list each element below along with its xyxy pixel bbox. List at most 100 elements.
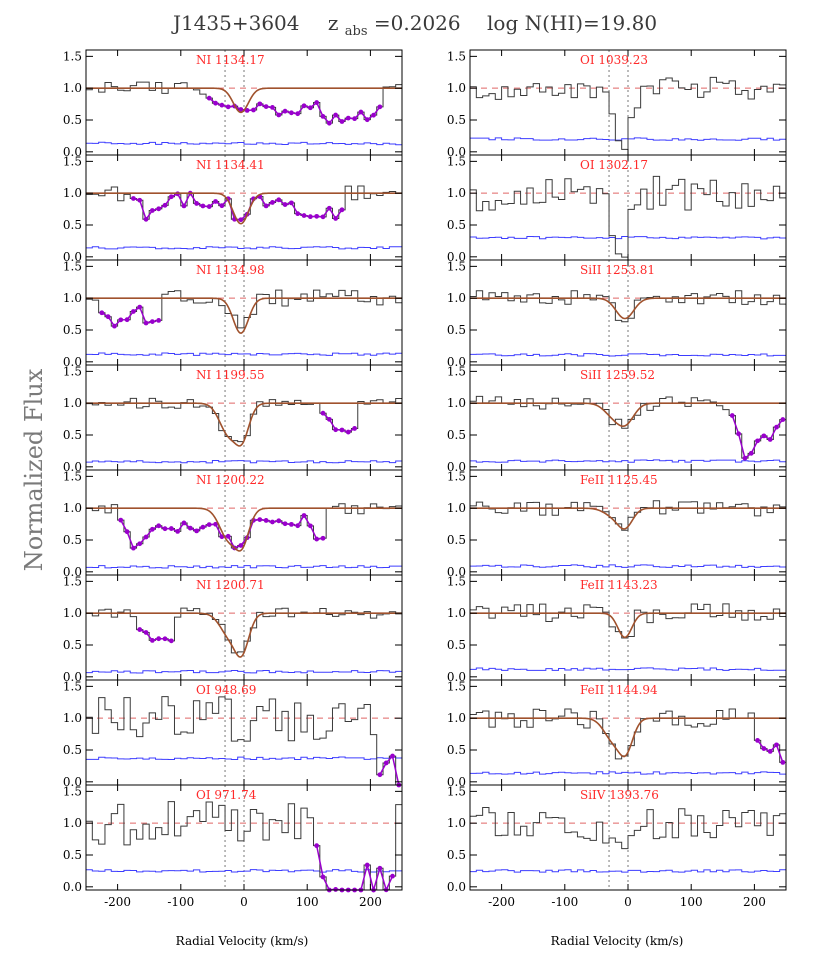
error-spectrum: [86, 352, 402, 356]
y-tick-label: 0.5: [447, 848, 466, 862]
blend-point: [301, 213, 307, 218]
panel-9: 0.0 0.5 1.0 1.5 OI 1302.17: [447, 154, 787, 264]
x-tick-label: -100: [551, 895, 578, 909]
blend-point: [358, 109, 364, 115]
y-tick-label: 1.5: [447, 469, 466, 483]
line-label: FeII 1143.23: [580, 578, 658, 592]
x-axis-title-right: Radial Velocity (km/s): [551, 934, 684, 948]
blend-point: [200, 524, 206, 530]
blend-point: [774, 742, 779, 748]
y-tick-label: 1.0: [447, 501, 466, 515]
flux-spectrum: [470, 175, 786, 258]
blend-point: [225, 104, 231, 110]
blend-point: [748, 450, 754, 456]
blend-point: [333, 887, 339, 892]
error-spectrum: [86, 756, 402, 761]
blend-point: [333, 112, 339, 118]
y-tick-label: 1.5: [63, 679, 82, 693]
blend-point: [314, 100, 320, 105]
y-tick-label: 0.5: [63, 218, 82, 232]
blend-point: [131, 309, 136, 314]
title-z-value: =0.2026: [374, 11, 461, 35]
blend-point: [320, 874, 326, 880]
line-label: SiIV 1393.76: [580, 788, 659, 802]
panel-5: 0.0 0.5 1.0 1.5 NI 1200.71: [63, 574, 403, 684]
y-tick-label: 1.5: [63, 469, 82, 483]
blend-point: [326, 205, 332, 211]
blend-point: [333, 216, 339, 221]
blend-point: [131, 196, 136, 201]
blend-segment: [322, 412, 355, 433]
blend-point: [742, 455, 748, 461]
error-spectrum: [86, 869, 402, 873]
error-spectrum: [86, 565, 402, 569]
blend-point: [320, 214, 326, 220]
panels-group: 0.0 0.5 1.0 1.5 NI 1134.17 0.0 0.5 1.0 1.5 NI 113…: [63, 49, 787, 909]
blend-point: [352, 426, 357, 431]
y-tick-label: 1.0: [63, 711, 82, 725]
fit-curve: [470, 297, 786, 320]
blend-segment: [133, 191, 343, 221]
y-tick-label: 1.5: [63, 49, 82, 63]
panel-13: 0.0 0.5 1.0 1.5 FeII 1143.23: [447, 574, 787, 684]
x-tick-label: 0: [240, 895, 248, 909]
blend-point: [194, 201, 200, 206]
y-tick-label: 0.5: [447, 428, 466, 442]
blend-point: [251, 107, 256, 113]
fit-curve: [86, 402, 402, 447]
line-label: OI 948.69: [196, 683, 256, 697]
y-tick-label: 0.5: [447, 218, 466, 232]
y-tick-label: 1.5: [447, 574, 466, 588]
blend-point: [181, 203, 187, 209]
blend-point: [295, 523, 301, 529]
x-axis-title-left: Radial Velocity (km/s): [176, 934, 309, 948]
blend-point: [345, 429, 351, 435]
blend-point: [320, 410, 326, 416]
blend-point: [339, 427, 345, 433]
blend-point: [282, 108, 288, 114]
y-tick-label: 1.5: [63, 364, 82, 378]
y-tick-label: 0.0: [447, 145, 466, 159]
blend-point: [276, 197, 282, 203]
blend-point: [307, 214, 313, 220]
y-tick-label: 1.5: [63, 154, 82, 168]
blend-point: [289, 200, 294, 206]
blend-point: [137, 627, 143, 632]
panel-6: 0.0 0.5 1.0 1.5 OI 948.69: [63, 679, 403, 789]
blend-point: [276, 112, 282, 118]
line-label: SiII 1253.81: [580, 263, 655, 277]
blend-point: [761, 433, 767, 439]
blend-point: [131, 545, 136, 551]
blend-point: [143, 216, 149, 222]
blend-point: [238, 217, 244, 223]
blend-point: [137, 541, 143, 547]
blend-point: [162, 526, 168, 532]
line-label: NI 1134.98: [196, 263, 265, 277]
blend-point: [156, 206, 162, 212]
blend-point: [339, 119, 345, 124]
line-label: NI 1200.71: [196, 578, 265, 592]
line-label: NI 1134.41: [196, 158, 265, 172]
blend-point: [213, 100, 218, 106]
error-spectrum: [86, 141, 402, 146]
y-tick-label: 0.0: [447, 460, 466, 474]
blend-point: [729, 413, 735, 418]
blend-point: [187, 525, 193, 531]
panel-8: 0.0 0.5 1.0 1.5 OI 1039.23: [447, 49, 787, 159]
line-label: FeII 1144.94: [580, 683, 658, 697]
y-tick-label: 0.5: [63, 743, 82, 757]
y-tick-label: 0.0: [63, 145, 82, 159]
blend-point: [377, 772, 383, 778]
y-tick-label: 0.5: [447, 533, 466, 547]
y-tick-label: 0.0: [63, 250, 82, 264]
blend-segment: [731, 415, 784, 460]
y-tick-label: 0.0: [63, 565, 82, 579]
fit-curve: [470, 717, 786, 758]
flux-spectrum: [470, 76, 786, 150]
y-tick-label: 0.5: [63, 533, 82, 547]
fit-curve: [86, 192, 402, 225]
blend-point: [390, 873, 395, 879]
error-spectrum: [86, 246, 402, 250]
y-tick-label: 0.5: [63, 638, 82, 652]
blend-point: [767, 749, 773, 754]
